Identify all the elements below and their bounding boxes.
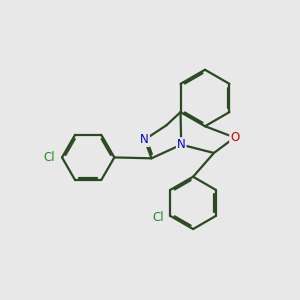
Text: N: N — [177, 138, 186, 151]
Text: Cl: Cl — [44, 151, 56, 164]
Text: Cl: Cl — [152, 211, 164, 224]
Text: N: N — [140, 133, 149, 146]
Text: O: O — [230, 131, 239, 144]
